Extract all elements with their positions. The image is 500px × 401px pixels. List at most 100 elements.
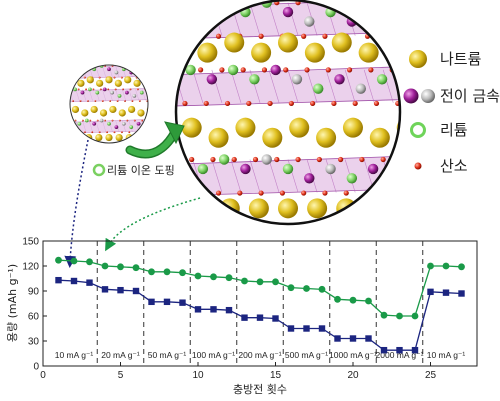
sodium-atom	[304, 42, 325, 63]
metal-atom	[249, 74, 260, 85]
lithium-ring-icon	[92, 163, 106, 177]
metal-atom	[282, 6, 294, 18]
bond-line	[149, 66, 153, 77]
bond-line	[325, 69, 337, 103]
bond-line	[382, 2, 394, 36]
sodium-atom	[128, 105, 136, 114]
bond-line	[75, 65, 80, 78]
metal-atom	[102, 87, 107, 92]
metal-atom	[99, 118, 104, 123]
oxygen-atom	[411, 67, 416, 72]
bond-line	[70, 65, 73, 78]
oxygen-atom	[215, 190, 222, 196]
sodium-atom	[342, 117, 363, 138]
sodium-atom	[208, 127, 229, 148]
metal-atom	[185, 64, 196, 76]
x-tick-label: 0	[40, 370, 46, 381]
sodium-atom	[135, 133, 144, 142]
sodium-atom	[95, 133, 103, 142]
oxygen-atom	[107, 88, 110, 91]
metal-atom	[77, 67, 82, 72]
legend-label-sodium: 나트륨	[440, 50, 482, 68]
bond-line	[344, 69, 356, 103]
bond-line	[102, 65, 106, 78]
bond-line	[211, 159, 223, 193]
bond-line	[122, 89, 126, 101]
bond-line	[89, 89, 93, 101]
oxygen-atom	[194, 190, 200, 196]
metal-atom	[218, 154, 230, 165]
data-point-square	[210, 306, 217, 313]
metal-atom	[197, 163, 209, 175]
lithium-atom	[313, 83, 324, 94]
bond-line	[402, 3, 412, 36]
data-point-circle	[86, 258, 93, 266]
oxygen-atom	[373, 100, 380, 107]
bond-line	[268, 2, 280, 36]
sodium-atom	[105, 133, 113, 142]
oxygen-atom	[261, 67, 268, 73]
oxygen-atom	[246, 100, 252, 107]
metal-atom	[325, 163, 336, 175]
purple-sphere-icon	[403, 88, 419, 104]
oxygen-atom	[149, 120, 151, 122]
oxygen-atom	[279, 190, 285, 196]
metal-atom	[355, 83, 366, 94]
oxygen-atom	[386, 190, 392, 196]
oxygen-atom	[133, 65, 136, 67]
bond-line	[176, 159, 185, 193]
sodium-atom	[90, 105, 98, 114]
metal-atom	[70, 65, 74, 68]
sodium-atom	[358, 42, 379, 63]
bond-line	[135, 89, 140, 101]
sodium-atom	[278, 198, 298, 219]
sodium-atom	[197, 42, 218, 63]
oxygen-atom	[94, 100, 97, 102]
oxygen-atom	[83, 76, 86, 79]
data-point-square	[318, 325, 326, 332]
data-point-circle	[380, 311, 388, 319]
oxygen-atom	[106, 131, 108, 134]
oxygen-atom	[79, 100, 82, 102]
sodium-atom	[235, 117, 256, 138]
crystal-structure-large	[174, 0, 416, 226]
metal-oxide-layer	[70, 119, 148, 134]
data-point-square	[132, 287, 140, 295]
rate-label: 10 mA g⁻¹	[427, 350, 466, 360]
oxygen-atom	[380, 156, 386, 163]
oxygen-atom	[122, 88, 124, 91]
oxygen-atom	[231, 0, 237, 6]
data-point-square	[334, 335, 341, 342]
oxygen-atom	[118, 119, 121, 122]
bond-line	[149, 121, 153, 132]
data-point-circle	[442, 262, 450, 270]
oxygen-atom	[98, 76, 101, 79]
oxygen-atom	[301, 190, 307, 196]
oxygen-atom	[87, 100, 89, 102]
data-point-square	[272, 315, 279, 322]
oxygen-atom	[237, 190, 243, 196]
oxygen-atom	[258, 190, 264, 196]
sodium-atom	[99, 109, 108, 117]
bond-line	[95, 120, 100, 133]
oxygen-atom	[343, 190, 349, 196]
metal-atom	[88, 87, 92, 92]
y-tick-label: 120	[22, 262, 39, 273]
metal-atom	[136, 121, 141, 126]
oxygen-atom	[258, 33, 264, 39]
bond-line	[176, 2, 185, 36]
sodium-atom	[133, 79, 141, 87]
metal-atom	[132, 94, 137, 98]
oxygen-atom	[359, 156, 365, 163]
metal-atom	[389, 173, 400, 184]
data-point-circle	[148, 268, 155, 276]
oxygen-atom	[89, 119, 92, 122]
oxygen-atom	[322, 33, 328, 39]
oxygen-atom	[120, 131, 123, 134]
oxygen-atom	[331, 100, 337, 107]
rate-label: 20 mA g⁻¹	[101, 350, 140, 360]
x-tick-label: 25	[425, 370, 437, 381]
x-tick-label: 20	[347, 370, 359, 381]
data-point-square	[396, 346, 403, 354]
sodium-atom	[331, 32, 352, 53]
